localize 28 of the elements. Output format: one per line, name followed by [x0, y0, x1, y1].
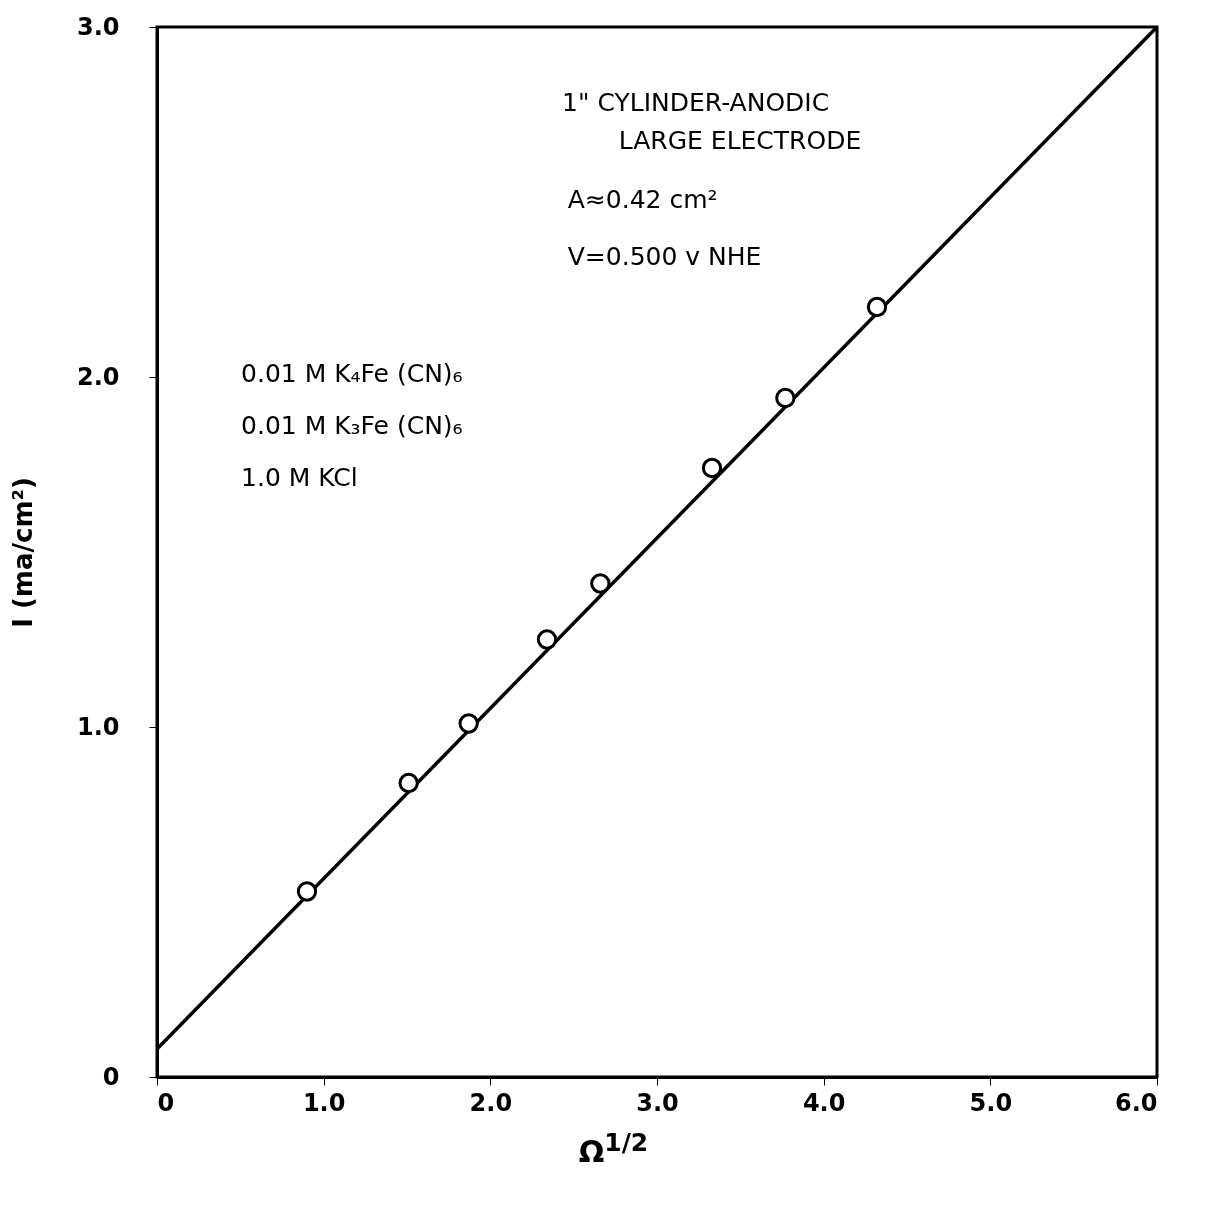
y-tick-label: 3.0 — [76, 12, 120, 41]
annotation: A≈0.42 cm² — [567, 185, 718, 215]
annotation: LARGE ELECTRODE — [618, 125, 862, 155]
point — [458, 713, 479, 734]
x-tick-label: 0 — [157, 1088, 175, 1117]
annotation: 1.0 M KCl — [241, 463, 358, 493]
annotation: 1" CYLINDER-ANODIC — [562, 87, 830, 117]
x-axis-title: Ω$^{1/2}$ — [577, 1128, 650, 1169]
point — [590, 573, 611, 594]
x-tick-label: 4.0 — [802, 1088, 846, 1117]
point — [775, 387, 796, 409]
y-tick-label: 1.0 — [76, 712, 120, 741]
y-tick-label: 2.0 — [76, 362, 120, 391]
point — [701, 457, 723, 479]
x-tick-label: 2.0 — [469, 1088, 513, 1117]
annotation: V=0.500 v NHE — [567, 241, 762, 271]
annotation: 0.01 M K₄Fe (CN)₆ — [241, 359, 463, 389]
y-tick-label: 0 — [102, 1062, 120, 1091]
x-tick-label: 5.0 — [969, 1088, 1013, 1117]
point — [296, 881, 318, 902]
point — [866, 296, 888, 318]
y-axis-title: I (ma/cm²) — [7, 477, 38, 628]
point — [398, 772, 419, 794]
point — [536, 629, 558, 650]
annotation: 0.01 M K₃Fe (CN)₆ — [241, 411, 463, 441]
x-tick-label: 3.0 — [636, 1088, 679, 1117]
x-tick-label: 6.0 — [1114, 1088, 1158, 1117]
x-tick-label: 1.0 — [302, 1088, 346, 1117]
